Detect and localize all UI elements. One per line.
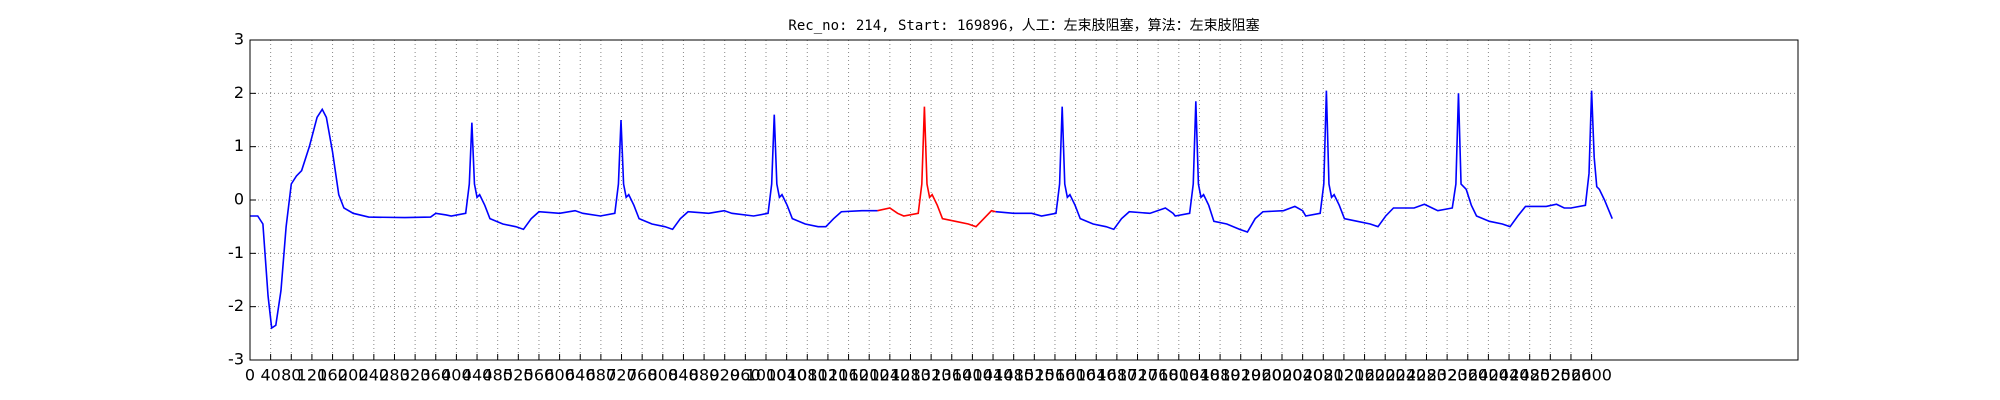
x-tick-label: 560	[524, 366, 555, 385]
x-tick-label: 120	[297, 366, 328, 385]
x-tick-label: 0	[245, 366, 255, 385]
x-tick-label: 1800	[1158, 366, 1199, 385]
x-tick-label: 1360	[931, 366, 972, 385]
x-tick-label: 1400	[952, 366, 993, 385]
x-tick-label: 1120	[808, 366, 849, 385]
x-tick-label: 1080	[787, 366, 828, 385]
x-tick-label: 360	[420, 366, 451, 385]
x-tick-label: 2480	[1509, 366, 1550, 385]
x-tick-label: 280	[379, 366, 410, 385]
chart-title: Rec_no: 214, Start: 169896，人工：左束肢阻塞，算法：左…	[788, 17, 1259, 34]
y-tick-label: 3	[234, 30, 244, 49]
x-tick-label: 1160	[828, 366, 869, 385]
series-line	[877, 106, 996, 228]
x-tick-label: 720	[606, 366, 637, 385]
x-tick-label: 2040	[1282, 366, 1323, 385]
x-tick-label: 2160	[1344, 366, 1385, 385]
x-tick-label: 2600	[1571, 366, 1612, 385]
x-tick-label: 1240	[869, 366, 910, 385]
x-tick-label: 320	[400, 366, 431, 385]
x-tick-label: 680	[586, 366, 617, 385]
x-tick-label: 160	[317, 366, 348, 385]
x-tick-label: 2520	[1530, 366, 1571, 385]
x-tick-label: 1560	[1035, 366, 1076, 385]
x-tick-label: 1600	[1055, 366, 1096, 385]
x-tick-label: 2560	[1551, 366, 1592, 385]
y-tick-label: -2	[228, 296, 244, 315]
x-tick-label: 1640	[1076, 366, 1117, 385]
x-tick-label: 2440	[1489, 366, 1530, 385]
x-tick-label: 480	[482, 366, 513, 385]
plot-frame	[249, 39, 1799, 361]
x-tick-label: 1520	[1014, 366, 1055, 385]
y-tick-label: -3	[228, 350, 244, 369]
x-tick-label: 1000	[746, 366, 787, 385]
x-tick-label: 1960	[1241, 366, 1282, 385]
y-tick-label: 0	[234, 190, 244, 209]
x-tick-label: 1840	[1179, 366, 1220, 385]
x-tick-label: 1720	[1117, 366, 1158, 385]
x-tick-label: 1200	[849, 366, 890, 385]
x-tick-label: 800	[648, 366, 679, 385]
x-tick-label: 920	[709, 366, 740, 385]
x-tick-label: 2120	[1324, 366, 1365, 385]
x-tick-label: 880	[689, 366, 720, 385]
x-tick-label: 1760	[1138, 366, 1179, 385]
x-tick-label: 2360	[1447, 366, 1488, 385]
x-tick-label: 1040	[766, 366, 807, 385]
x-tick-label: 40	[260, 366, 280, 385]
x-tick-label: 200	[338, 366, 369, 385]
x-tick-label: 240	[359, 366, 390, 385]
x-tick-label: 400	[441, 366, 472, 385]
y-tick-label: -1	[228, 243, 244, 262]
x-tick-label: 1440	[973, 366, 1014, 385]
x-tick-label: 80	[281, 366, 301, 385]
x-tick-label: 2080	[1303, 366, 1344, 385]
x-tick-label: 960	[730, 366, 761, 385]
x-tick-label: 1280	[890, 366, 931, 385]
x-tick-label: 760	[627, 366, 658, 385]
x-tick-label: 1880	[1200, 366, 1241, 385]
x-tick-label: 600	[544, 366, 575, 385]
x-tick-label: 2000	[1262, 366, 1303, 385]
x-tick-label: 2320	[1427, 366, 1468, 385]
x-tick-label: 1920	[1220, 366, 1261, 385]
x-tick-label: 520	[503, 366, 534, 385]
x-tick-label: 2200	[1365, 366, 1406, 385]
series-line	[250, 90, 1613, 330]
x-tick-label: 640	[565, 366, 596, 385]
x-tick-label: 840	[668, 366, 699, 385]
x-tick-label: 2400	[1468, 366, 1509, 385]
y-tick-label: 2	[234, 83, 244, 102]
x-tick-label: 1320	[911, 366, 952, 385]
y-tick-label: 1	[234, 136, 244, 155]
x-tick-label: 1480	[993, 366, 1034, 385]
x-tick-label: 1680	[1097, 366, 1138, 385]
x-tick-label: 440	[462, 366, 493, 385]
x-tick-label: 2280	[1406, 366, 1447, 385]
x-tick-label: 2240	[1385, 366, 1426, 385]
